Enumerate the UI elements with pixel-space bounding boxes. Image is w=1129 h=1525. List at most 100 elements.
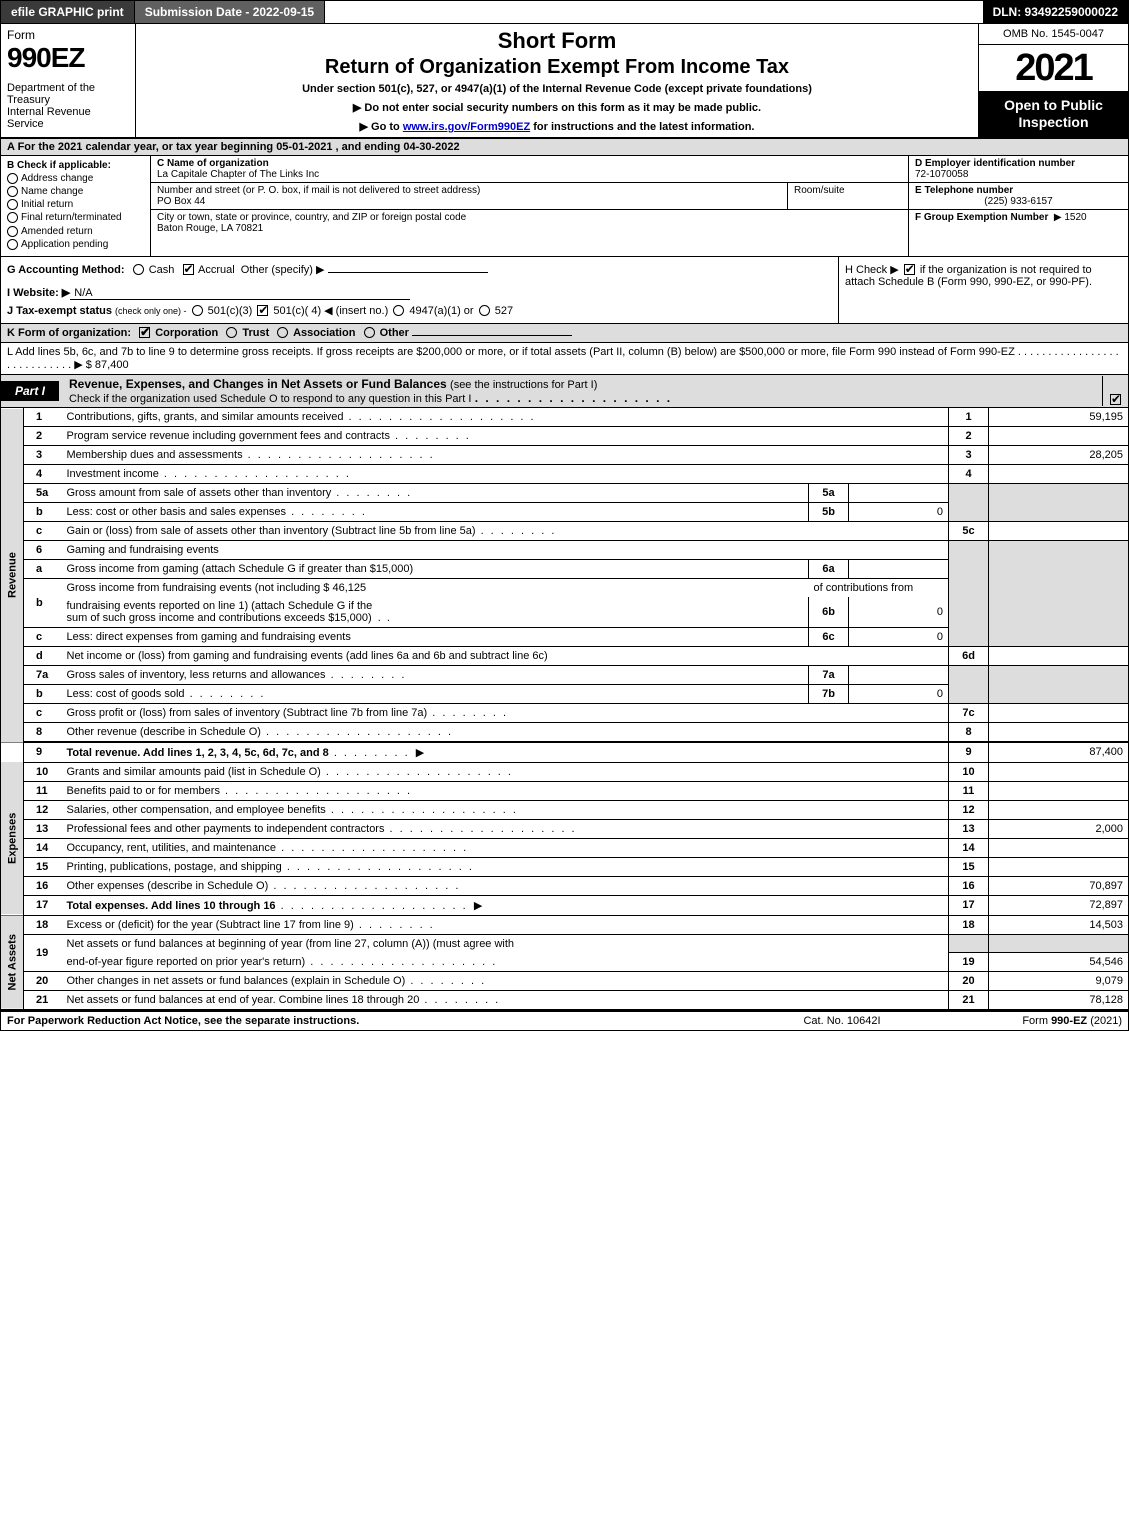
line-19-2: end-of-year figure reported on prior yea… xyxy=(1,953,1129,972)
chk-cash[interactable] xyxy=(133,264,144,275)
irs-link[interactable]: www.irs.gov/Form990EZ xyxy=(403,121,530,133)
chk-label: Final return/terminated xyxy=(21,213,122,224)
part-i-table: Revenue 1 Contributions, gifts, grants, … xyxy=(0,408,1129,1011)
submission-date: Submission Date - 2022-09-15 xyxy=(135,1,325,23)
no-ssn-line: ▶ Do not enter social security numbers o… xyxy=(144,101,970,114)
chk-501c4[interactable] xyxy=(257,305,268,316)
line-5a: 5a Gross amount from sale of assets othe… xyxy=(1,483,1129,502)
chk-501c3[interactable] xyxy=(192,305,203,316)
topbar: efile GRAPHIC print Submission Date - 20… xyxy=(0,0,1129,24)
num: 4 xyxy=(949,464,989,483)
amt xyxy=(989,426,1129,445)
amt xyxy=(989,703,1129,722)
ln: b xyxy=(24,502,62,521)
chk-initial-return[interactable]: Initial return xyxy=(7,199,144,210)
dept-treasury: Department of the Treasury xyxy=(7,82,129,106)
chk-association[interactable] xyxy=(277,327,288,338)
f-label: F Group Exemption Number xyxy=(915,212,1048,223)
chk-name-change[interactable]: Name change xyxy=(7,186,144,197)
efile-print-button[interactable]: efile GRAPHIC print xyxy=(1,1,135,23)
desc: Gross amount from sale of assets other t… xyxy=(67,487,332,499)
city-value: Baton Rouge, LA 70821 xyxy=(157,223,263,234)
num: 1 xyxy=(949,408,989,427)
footer-left: For Paperwork Reduction Act Notice, see … xyxy=(7,1015,742,1027)
mini-val xyxy=(849,665,949,684)
mini-num: 5a xyxy=(809,483,849,502)
line-11: 11 Benefits paid to or for members 11 xyxy=(1,781,1129,800)
g-line: G Accounting Method: Cash Accrual Other … xyxy=(7,263,832,276)
chk-schedule-o[interactable] xyxy=(1110,394,1121,405)
desc: Investment income xyxy=(67,468,159,480)
desc: Contributions, gifts, grants, and simila… xyxy=(67,411,344,423)
desc: Net assets or fund balances at beginning… xyxy=(67,938,515,950)
desc: Gross income from fundraising events (no… xyxy=(67,582,367,594)
amt xyxy=(989,646,1129,665)
desc: Excess or (deficit) for the year (Subtra… xyxy=(67,919,354,931)
desc: Other expenses (describe in Schedule O) xyxy=(67,880,269,892)
desc: Other revenue (describe in Schedule O) xyxy=(67,726,261,738)
chk-h[interactable] xyxy=(904,264,915,275)
c-label: C Name of organization xyxy=(157,158,269,169)
col-b-checkboxes: B Check if applicable: Address change Na… xyxy=(1,156,151,256)
amt: 72,897 xyxy=(989,895,1129,915)
desc: Gross profit or (loss) from sales of inv… xyxy=(67,707,428,719)
line-1: Revenue 1 Contributions, gifts, grants, … xyxy=(1,408,1129,427)
num: 21 xyxy=(949,991,989,1010)
chk-corporation[interactable] xyxy=(139,327,150,338)
amt: 54,546 xyxy=(989,953,1129,972)
ln: 15 xyxy=(24,857,62,876)
desc: Less: direct expenses from gaming and fu… xyxy=(67,631,351,643)
chk-application-pending[interactable]: Application pending xyxy=(7,239,144,250)
chk-4947[interactable] xyxy=(393,305,404,316)
room-label: Room/suite xyxy=(794,185,845,196)
chk-527[interactable] xyxy=(479,305,490,316)
num: 3 xyxy=(949,445,989,464)
line-6d: d Net income or (loss) from gaming and f… xyxy=(1,646,1129,665)
desc: Benefits paid to or for members xyxy=(67,785,220,797)
part-i-title-text: Revenue, Expenses, and Changes in Net As… xyxy=(69,377,447,391)
k-other-input[interactable] xyxy=(412,335,572,336)
num: 2 xyxy=(949,426,989,445)
return-title: Return of Organization Exempt From Incom… xyxy=(144,56,970,79)
footer-mid: Cat. No. 10642I xyxy=(742,1015,942,1027)
line-17: 17 Total expenses. Add lines 10 through … xyxy=(1,895,1129,915)
line-7c: c Gross profit or (loss) from sales of i… xyxy=(1,703,1129,722)
chk-address-change[interactable]: Address change xyxy=(7,173,144,184)
chk-final-return[interactable]: Final return/terminated xyxy=(7,212,144,223)
under-section: Under section 501(c), 527, or 4947(a)(1)… xyxy=(144,83,970,95)
mini-num: 6b xyxy=(809,597,849,628)
g-other-input[interactable] xyxy=(328,272,488,273)
grey xyxy=(949,540,989,646)
amt: 28,205 xyxy=(989,445,1129,464)
chk-trust[interactable] xyxy=(226,327,237,338)
desc: Professional fees and other payments to … xyxy=(67,823,385,835)
desc: Gross sales of inventory, less returns a… xyxy=(67,669,326,681)
spacer xyxy=(1,742,24,763)
d-label: D Employer identification number xyxy=(915,158,1075,169)
ln: b xyxy=(24,684,62,703)
chk-other-org[interactable] xyxy=(364,327,375,338)
amt xyxy=(989,800,1129,819)
desc: Program service revenue including govern… xyxy=(67,430,390,442)
chk-accrual[interactable] xyxy=(183,264,194,275)
e-label: E Telephone number xyxy=(915,185,1013,196)
j-opt: 4947(a)(1) or xyxy=(409,305,473,317)
chk-amended-return[interactable]: Amended return xyxy=(7,226,144,237)
g-accrual: Accrual xyxy=(198,264,235,276)
street-label: Number and street (or P. O. box, if mail… xyxy=(157,185,480,196)
ln: 3 xyxy=(24,445,62,464)
ln: 20 xyxy=(24,972,62,991)
ln: 8 xyxy=(24,722,62,742)
g-other: Other (specify) ▶ xyxy=(241,264,325,276)
irs-label: Internal Revenue Service xyxy=(7,106,129,130)
org-name: La Capitale Chapter of The Links Inc xyxy=(157,169,319,180)
amt xyxy=(989,722,1129,742)
i-line: I Website: ▶N/A xyxy=(7,286,832,300)
header-right: OMB No. 1545-0047 2021 Open to Public In… xyxy=(978,24,1128,137)
ln: 14 xyxy=(24,838,62,857)
desc: Grants and similar amounts paid (list in… xyxy=(67,766,321,778)
amt: 9,079 xyxy=(989,972,1129,991)
street-value: PO Box 44 xyxy=(157,196,205,207)
form-number: 990EZ xyxy=(7,42,129,74)
ghi-left: G Accounting Method: Cash Accrual Other … xyxy=(1,257,838,323)
